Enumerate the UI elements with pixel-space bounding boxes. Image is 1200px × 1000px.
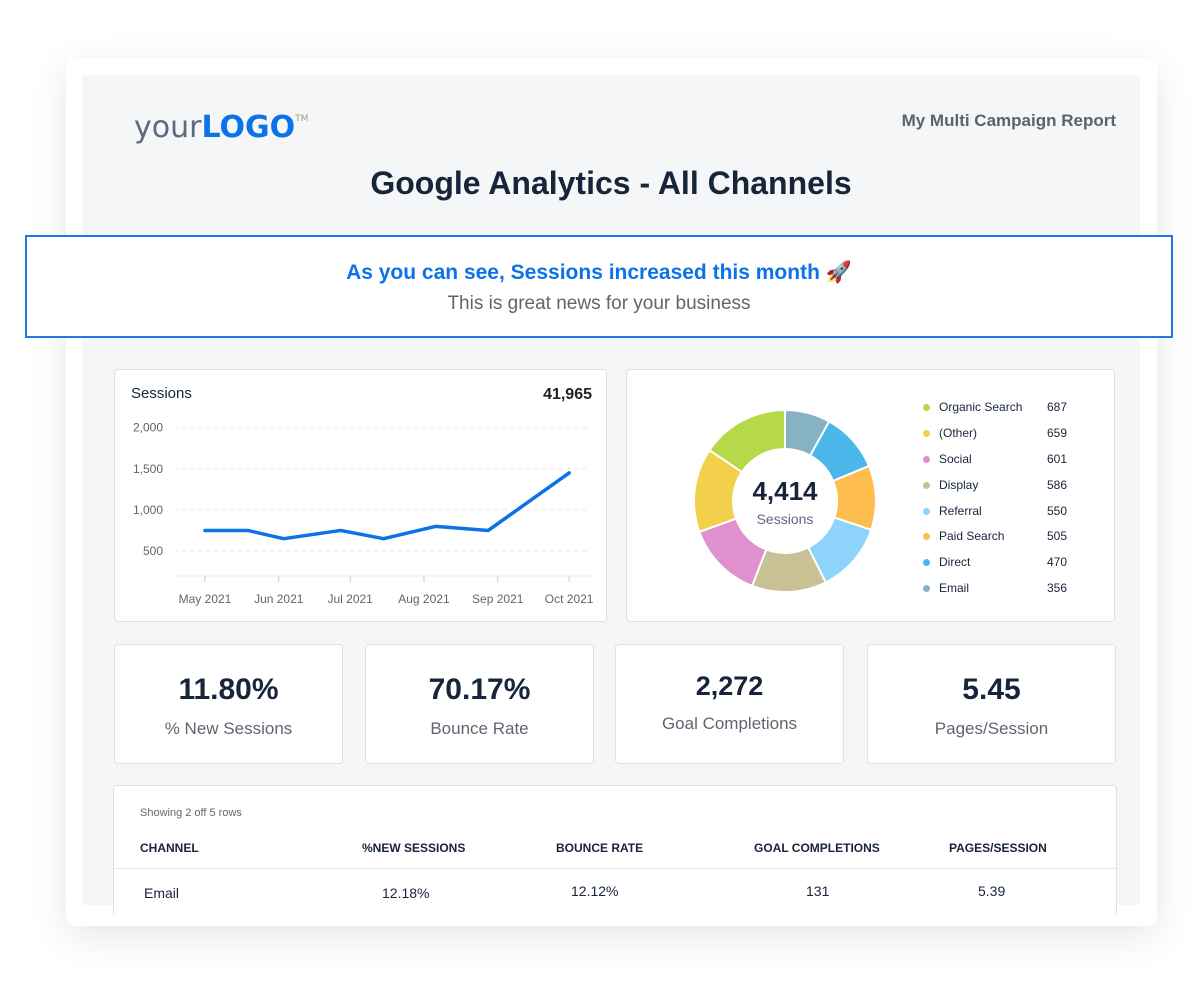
legend-label: Paid Search <box>939 529 1005 544</box>
chart-title: Sessions <box>131 385 192 402</box>
kpi-goal-completions: 2,272 Goal Completions <box>615 644 844 764</box>
legend-item: Paid Search 505 <box>923 529 1083 555</box>
cell-new-sessions: 12.18% <box>382 885 430 901</box>
legend-item: Referral 550 <box>923 504 1083 530</box>
legend-label: Display <box>939 477 979 492</box>
x-tick-label: May 2021 <box>179 592 232 606</box>
y-tick-label: 500 <box>143 544 163 558</box>
column-header: CHANNEL <box>140 841 199 855</box>
donut-chart <box>693 408 877 593</box>
page-title: Google Analytics - All Channels <box>370 165 852 201</box>
x-tick-label: Jun 2021 <box>254 592 304 606</box>
legend-value: 586 <box>1047 477 1068 492</box>
legend-value: 659 <box>1047 425 1068 440</box>
x-tick-label: Jul 2021 <box>327 592 373 606</box>
kpi-label: Bounce Rate <box>430 719 529 738</box>
legend-value: 470 <box>1047 555 1068 570</box>
donut-slice-organic-search <box>708 408 786 474</box>
legend-swatch <box>923 507 930 515</box>
kpi-value: 2,272 <box>695 671 764 701</box>
divider <box>114 868 1118 869</box>
legend-label: (Other) <box>939 425 978 440</box>
callout-banner: As you can see, Sessions increased this … <box>25 235 1173 338</box>
legend-item: Email 356 <box>923 581 1083 607</box>
legend-swatch <box>923 481 930 489</box>
column-header: %NEW SESSIONS <box>362 841 466 855</box>
legend-swatch <box>923 559 930 567</box>
kpi-value: 11.80% <box>178 673 279 706</box>
legend-swatch <box>923 533 930 541</box>
donut-legend: Organic Search 687 (Other) 659 Social 601 Disp… <box>923 400 1083 607</box>
legend-label: Email <box>939 581 970 596</box>
kpi-pages-session: 5.45 Pages/Session <box>867 644 1116 764</box>
sessions-line <box>203 471 571 541</box>
y-tick-label: 1,000 <box>133 503 163 517</box>
cell-bounce-rate: 12.12% <box>571 883 619 899</box>
legend-item: Organic Search 687 <box>923 400 1083 426</box>
legend-swatch <box>923 455 930 463</box>
channels-donut-card: 4,414 Sessions Organic Search 687 (Other) 6… <box>626 369 1115 622</box>
legend-item: (Other) 659 <box>923 426 1083 452</box>
kpi-label: Goal Completions <box>661 714 798 733</box>
legend-value: 687 <box>1047 400 1068 414</box>
legend-label: Referral <box>939 503 982 518</box>
cell-goal-completions: 131 <box>806 883 830 899</box>
legend-label: Social <box>939 451 972 466</box>
line-chart: 2,000 1,500 1,000 500 May 2021 Jun 2021 Jul 20… <box>133 421 594 606</box>
legend-value: 550 <box>1047 503 1068 518</box>
donut-center-label: Sessions <box>756 511 814 527</box>
kpi-new-sessions: 11.80% % New Sessions <box>114 644 343 764</box>
legend-swatch <box>923 585 930 593</box>
x-tick-label: Oct 2021 <box>545 592 594 606</box>
cell-pages-session: 5.39 <box>978 883 1006 899</box>
legend-item: Display 586 <box>923 478 1083 504</box>
callout-subtext: This is great news for your business <box>447 293 751 314</box>
y-tick-label: 1,500 <box>133 462 163 476</box>
channels-table: Showing 2 off 5 rows CHANNEL %NEW SESSIO… <box>113 785 1118 915</box>
kpi-value: 5.45 <box>962 673 1021 706</box>
cell-channel: Email <box>144 885 180 901</box>
y-tick-label: 2,000 <box>133 421 163 435</box>
logo: yourLOGOTM <box>134 110 309 145</box>
column-header: BOUNCE RATE <box>556 841 644 855</box>
kpi-value: 70.17% <box>428 673 531 706</box>
donut-center-value: 4,414 <box>752 476 818 506</box>
x-tick-label: Aug 2021 <box>398 592 450 606</box>
sessions-chart-card: Sessions 41,965 2,000 1,500 1,000 500 May 20… <box>114 369 607 622</box>
legend-item: Social 601 <box>923 452 1083 478</box>
column-header: GOAL COMPLETIONS <box>754 841 880 855</box>
table-caption: Showing 2 off 5 rows <box>140 807 242 819</box>
x-tick-label: Sep 2021 <box>472 592 524 606</box>
legend-value: 356 <box>1047 581 1068 596</box>
chart-total: 41,965 <box>543 386 592 403</box>
legend-item: Direct 470 <box>923 555 1083 581</box>
callout-headline: As you can see, Sessions increased this … <box>346 261 852 284</box>
kpi-bounce-rate: 70.17% Bounce Rate <box>365 644 594 764</box>
column-header: PAGES/SESSION <box>949 841 1047 855</box>
legend-value: 601 <box>1047 451 1068 466</box>
kpi-label: Pages/Session <box>934 719 1049 738</box>
legend-label: Direct <box>939 555 971 570</box>
legend-value: 505 <box>1047 529 1068 544</box>
report-name: My Multi Campaign Report <box>901 111 1116 130</box>
kpi-label: % New Sessions <box>164 719 293 738</box>
legend-label: Organic Search <box>939 400 1023 414</box>
legend-swatch <box>923 404 930 411</box>
legend-swatch <box>923 429 930 437</box>
